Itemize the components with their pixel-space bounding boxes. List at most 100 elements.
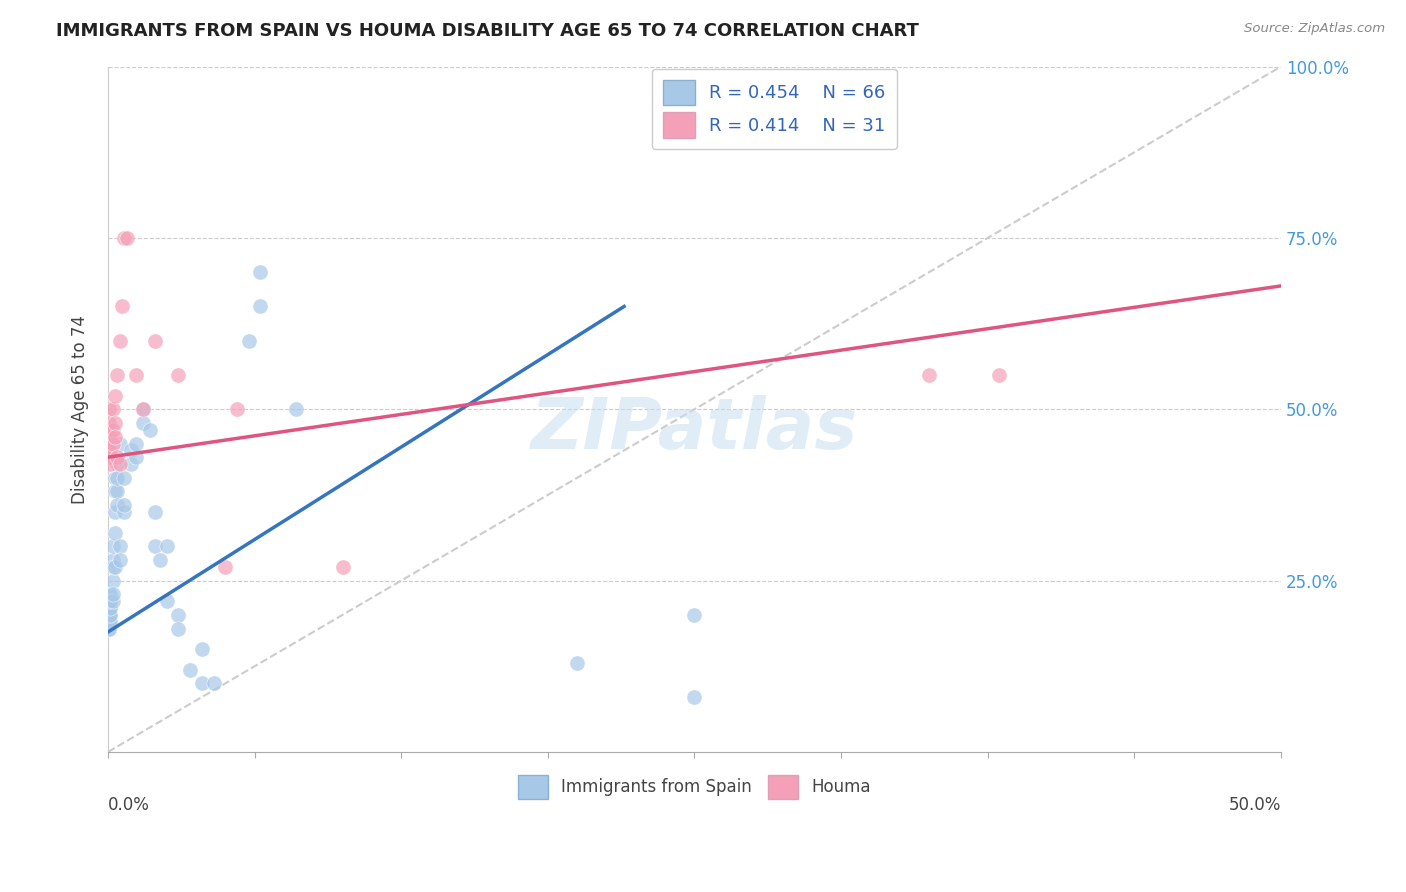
Text: 50.0%: 50.0% <box>1229 797 1281 814</box>
Point <box>191 676 214 690</box>
Point <box>98 416 121 430</box>
Point <box>139 423 162 437</box>
Point <box>98 622 121 636</box>
Point <box>105 457 128 471</box>
Point <box>988 368 1011 382</box>
Point <box>98 622 121 636</box>
Point <box>167 368 190 382</box>
Text: IMMIGRANTS FROM SPAIN VS HOUMA DISABILITY AGE 65 TO 74 CORRELATION CHART: IMMIGRANTS FROM SPAIN VS HOUMA DISABILIT… <box>56 22 920 40</box>
Text: ZIPatlas: ZIPatlas <box>531 395 858 465</box>
Point <box>567 656 589 670</box>
Point <box>108 334 131 348</box>
Point <box>132 416 155 430</box>
Point <box>112 498 135 512</box>
Point <box>105 471 128 485</box>
Point <box>98 615 121 629</box>
Point <box>918 368 941 382</box>
Point <box>683 607 706 622</box>
Point <box>98 594 121 608</box>
Point <box>101 402 124 417</box>
Point <box>98 601 121 615</box>
Point <box>111 300 134 314</box>
Point <box>191 642 214 657</box>
Point <box>98 607 121 622</box>
Point <box>108 436 131 450</box>
Point <box>120 457 142 471</box>
Point <box>112 505 135 519</box>
Point <box>98 443 121 458</box>
Point <box>143 334 166 348</box>
Point <box>167 622 190 636</box>
Point <box>105 450 128 465</box>
Point <box>101 560 124 574</box>
Point <box>249 265 271 279</box>
Point <box>101 574 124 588</box>
Point <box>101 539 124 553</box>
Legend: Immigrants from Spain, Houma: Immigrants from Spain, Houma <box>510 768 877 805</box>
Point <box>125 368 148 382</box>
Point <box>143 505 166 519</box>
Point <box>104 388 127 402</box>
Point <box>98 594 121 608</box>
Point <box>125 450 148 465</box>
Point <box>98 402 121 417</box>
Point <box>284 402 307 417</box>
Point <box>101 587 124 601</box>
Point <box>101 594 124 608</box>
Point <box>98 601 121 615</box>
Point <box>156 539 179 553</box>
Point <box>98 615 121 629</box>
Point <box>156 594 179 608</box>
Point <box>249 300 271 314</box>
Y-axis label: Disability Age 65 to 74: Disability Age 65 to 74 <box>72 315 89 504</box>
Point <box>104 430 127 444</box>
Point <box>98 457 121 471</box>
Point <box>98 594 121 608</box>
Point <box>105 498 128 512</box>
Point <box>98 423 121 437</box>
Point <box>98 430 121 444</box>
Point <box>98 607 121 622</box>
Point <box>98 587 121 601</box>
Point <box>104 525 127 540</box>
Point <box>98 607 121 622</box>
Text: Source: ZipAtlas.com: Source: ZipAtlas.com <box>1244 22 1385 36</box>
Point <box>167 607 190 622</box>
Point <box>104 484 127 499</box>
Point <box>214 560 236 574</box>
Point <box>104 471 127 485</box>
Text: 0.0%: 0.0% <box>108 797 150 814</box>
Point <box>332 560 354 574</box>
Point <box>101 436 124 450</box>
Point <box>115 231 138 245</box>
Point <box>104 560 127 574</box>
Point <box>226 402 249 417</box>
Point <box>202 676 225 690</box>
Point <box>112 471 135 485</box>
Point <box>101 553 124 567</box>
Point <box>112 231 135 245</box>
Point <box>98 587 121 601</box>
Point <box>98 443 121 458</box>
Point <box>98 607 121 622</box>
Point <box>108 457 131 471</box>
Point <box>98 450 121 465</box>
Point <box>132 402 155 417</box>
Point <box>132 402 155 417</box>
Point <box>105 484 128 499</box>
Point <box>104 505 127 519</box>
Point <box>108 539 131 553</box>
Point <box>143 539 166 553</box>
Point <box>683 690 706 704</box>
Point <box>108 553 131 567</box>
Point <box>104 416 127 430</box>
Point <box>98 594 121 608</box>
Point <box>149 553 172 567</box>
Point <box>120 443 142 458</box>
Point <box>98 450 121 465</box>
Point <box>98 615 121 629</box>
Point <box>238 334 260 348</box>
Point <box>179 663 201 677</box>
Point <box>105 368 128 382</box>
Point <box>125 436 148 450</box>
